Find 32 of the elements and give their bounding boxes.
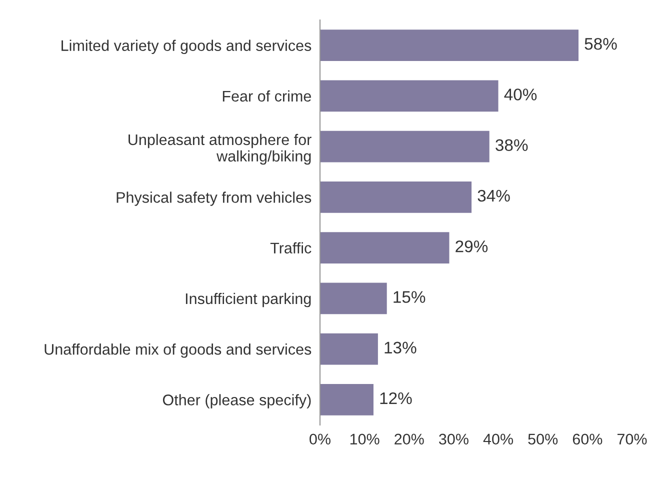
- bar: [320, 333, 378, 365]
- bar: [320, 181, 472, 213]
- y-tick-label: Unaffordable mix of goods and services: [44, 344, 312, 358]
- data-label: 40%: [504, 88, 537, 100]
- data-label: 34%: [478, 190, 510, 202]
- data-label: 13%: [384, 342, 416, 354]
- y-tick-label: Other (please specify): [162, 394, 311, 408]
- y-tick-label: Unpleasant atmosphere for walking/biking: [128, 134, 312, 165]
- x-tick-label: 40%: [483, 434, 514, 445]
- x-tick-label: 20%: [394, 434, 424, 445]
- y-tick-label: Limited variety of goods and services: [62, 40, 312, 54]
- y-tick-label: Traffic: [270, 242, 312, 254]
- bar: [320, 232, 450, 264]
- data-label: 38%: [496, 139, 528, 152]
- data-label: 12%: [380, 392, 412, 404]
- bar: [320, 384, 374, 416]
- x-tick-label: 50%: [528, 434, 558, 445]
- x-tick-label: 60%: [572, 434, 602, 445]
- data-label: 15%: [394, 291, 426, 303]
- data-label: 29%: [456, 240, 488, 252]
- x-tick-label: 0%: [310, 434, 330, 445]
- x-tick-label: 70%: [617, 434, 647, 445]
- x-tick-label: 10%: [350, 434, 380, 445]
- y-tick-label: Physical safety from vehicles: [116, 192, 312, 206]
- y-tick-label: Fear of crime: [222, 90, 311, 102]
- x-tick-label: 30%: [439, 434, 468, 445]
- data-label: 58%: [584, 38, 617, 50]
- y-tick-label: Insufficient parking: [186, 292, 311, 308]
- bar: [320, 80, 498, 112]
- bar: [320, 30, 579, 62]
- bar: [320, 282, 387, 314]
- bar: [320, 130, 490, 162]
